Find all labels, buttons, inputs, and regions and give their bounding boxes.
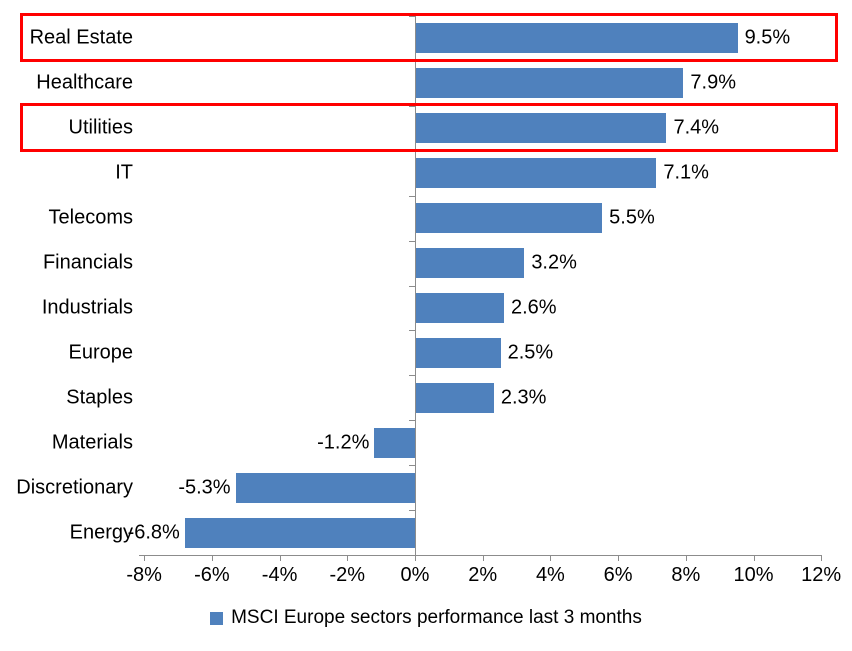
- bar-europe: [416, 337, 501, 368]
- bar-energy: [184, 517, 415, 548]
- data-label-energy: -6.8%: [127, 521, 180, 544]
- x-axis-tick-label: -4%: [261, 564, 298, 586]
- category-axis-tick: [409, 465, 415, 467]
- bar-healthcare: [416, 68, 684, 99]
- data-label-healthcare: 7.9%: [690, 71, 736, 94]
- x-axis-tick-label: 12%: [801, 564, 842, 586]
- category-label-utilities: Utilities: [68, 116, 133, 139]
- x-axis-tick: [685, 555, 687, 561]
- x-axis-tick-label: -8%: [126, 564, 162, 586]
- bar-materials: [374, 427, 415, 458]
- category-axis-tick: [409, 330, 415, 332]
- x-axis-tick: [347, 555, 349, 561]
- bar-real-estate: [416, 23, 738, 54]
- x-axis-line: [139, 555, 822, 556]
- x-axis-tick-label: -2%: [329, 564, 366, 586]
- bar-telecoms: [416, 203, 603, 234]
- bar-discretionary: [235, 472, 415, 503]
- data-label-staples: 2.3%: [500, 386, 547, 409]
- data-label-materials: -1.2%: [317, 431, 370, 454]
- category-label-real-estate: Real Estate: [29, 26, 133, 49]
- category-label-healthcare: Healthcare: [36, 71, 133, 94]
- data-label-discretionary: -5.3%: [178, 476, 231, 499]
- category-label-energy: Energy: [69, 521, 133, 544]
- legend-marker-icon: [210, 611, 224, 625]
- x-axis-tick: [144, 555, 146, 561]
- category-label-discretionary: Discretionary: [16, 476, 133, 499]
- x-axis-tick-label: 10%: [733, 564, 774, 586]
- legend: MSCI Europe sectors performance last 3 m…: [0, 607, 852, 629]
- category-axis-tick: [409, 105, 415, 107]
- x-axis-tick-label: 0%: [400, 564, 430, 586]
- category-label-telecoms: Telecoms: [48, 206, 133, 229]
- x-axis-tick: [753, 555, 755, 561]
- category-label-it: IT: [115, 161, 133, 184]
- category-label-europe: Europe: [68, 341, 134, 364]
- category-axis-tick: [409, 285, 415, 287]
- category-axis-tick: [409, 420, 415, 422]
- x-axis-tick: [415, 555, 416, 561]
- category-axis-tick: [409, 240, 415, 242]
- bar-it: [416, 158, 657, 189]
- x-axis-tick-label: 4%: [535, 564, 565, 586]
- bar-financials: [416, 248, 525, 279]
- x-axis-tick: [211, 555, 213, 561]
- legend-label: MSCI Europe sectors performance last 3 m…: [231, 607, 642, 628]
- x-axis-tick-label: 8%: [671, 564, 701, 586]
- category-label-materials: Materials: [51, 431, 133, 454]
- category-label-staples: Staples: [66, 386, 133, 409]
- highlight-box-utilities: [20, 102, 838, 152]
- data-label-financials: 3.2%: [531, 251, 577, 274]
- data-label-it: 7.1%: [663, 161, 709, 184]
- category-axis-tick: [409, 375, 415, 377]
- bar-utilities: [416, 113, 667, 144]
- x-axis-tick-label: 2%: [468, 564, 498, 586]
- x-axis-tick: [821, 555, 823, 561]
- highlight-box-real-estate: [20, 13, 838, 62]
- value-zero-axis-line: [415, 16, 416, 555]
- x-axis-tick: [279, 555, 281, 561]
- bar-staples: [416, 382, 494, 413]
- category-label-industrials: Industrials: [41, 296, 133, 319]
- category-label-financials: Financials: [42, 251, 133, 274]
- category-axis-tick: [409, 195, 415, 197]
- category-axis-tick: [409, 510, 415, 512]
- bar-industrials: [416, 292, 504, 323]
- x-axis-tick-label: 6%: [603, 564, 633, 586]
- data-label-europe: 2.5%: [507, 341, 554, 364]
- x-axis-tick: [550, 555, 552, 561]
- x-axis-tick: [482, 555, 484, 561]
- data-label-real-estate: 9.5%: [744, 26, 791, 49]
- x-axis-tick-label: -6%: [194, 564, 230, 586]
- x-axis-tick: [618, 555, 620, 561]
- category-axis-tick: [409, 16, 415, 17]
- data-label-utilities: 7.4%: [673, 116, 720, 139]
- data-label-telecoms: 5.5%: [609, 206, 655, 229]
- data-label-industrials: 2.6%: [511, 296, 557, 319]
